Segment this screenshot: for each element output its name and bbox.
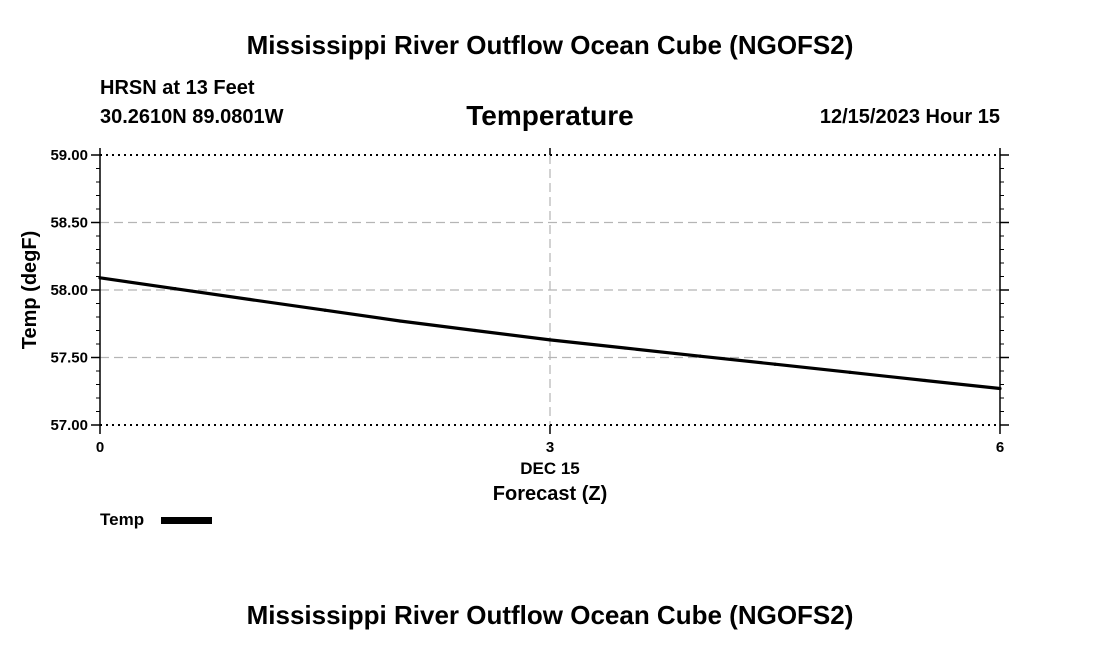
forecast-datetime: 12/15/2023 Hour 15: [819, 106, 1000, 128]
data-point-temp: [698, 354, 702, 358]
panel-title: Temperature: [466, 100, 634, 131]
data-point-temp: [323, 308, 327, 312]
x-axis-label: Forecast (Z): [493, 483, 607, 505]
data-point-temp: [98, 276, 102, 280]
data-point-temp: [473, 328, 477, 333]
data-point-temp: [548, 338, 552, 342]
data-point-temp: [623, 346, 627, 350]
y-axis-label: Temp (degF): [19, 231, 41, 350]
legend: Temp: [100, 510, 212, 529]
x-tick-label-1: 3: [546, 439, 554, 456]
y-tick-label-4: 59.00: [50, 147, 88, 164]
y-tick-label-2: 58.00: [50, 282, 88, 299]
grid: [100, 155, 1000, 425]
series: [98, 276, 1002, 391]
data-point-temp: [998, 386, 1002, 391]
x-tick-label-2: 6: [996, 439, 1004, 456]
axis-ticks: 57.00 57.50 58.00 58.50 59.00 0 3 6: [50, 147, 1009, 456]
legend-swatch-temp: [161, 517, 212, 524]
axis-labels: Temp (degF) DEC 15 Forecast (Z): [19, 231, 607, 505]
data-point-temp: [773, 362, 777, 366]
data-point-temp: [173, 287, 177, 291]
station-coordinates: 30.2610N 89.0801W: [100, 106, 284, 128]
data-point-temp: [248, 297, 252, 302]
data-point-temp: [848, 370, 852, 374]
data-point-temp: [923, 378, 927, 383]
y-tick-label-3: 58.50: [50, 215, 88, 232]
legend-label-temp: Temp: [100, 510, 144, 529]
x-date-label: DEC 15: [520, 459, 580, 478]
y-tick-label-0: 57.00: [50, 417, 88, 434]
x-tick-label-0: 0: [96, 439, 104, 456]
data-point-temp: [398, 319, 402, 323]
footer-title: Mississippi River Outflow Ocean Cube (NG…: [246, 600, 854, 630]
y-tick-label-1: 57.50: [50, 350, 88, 367]
station-label: HRSN at 13 Feet: [100, 77, 255, 99]
page-title: Mississippi River Outflow Ocean Cube (NG…: [246, 30, 854, 60]
